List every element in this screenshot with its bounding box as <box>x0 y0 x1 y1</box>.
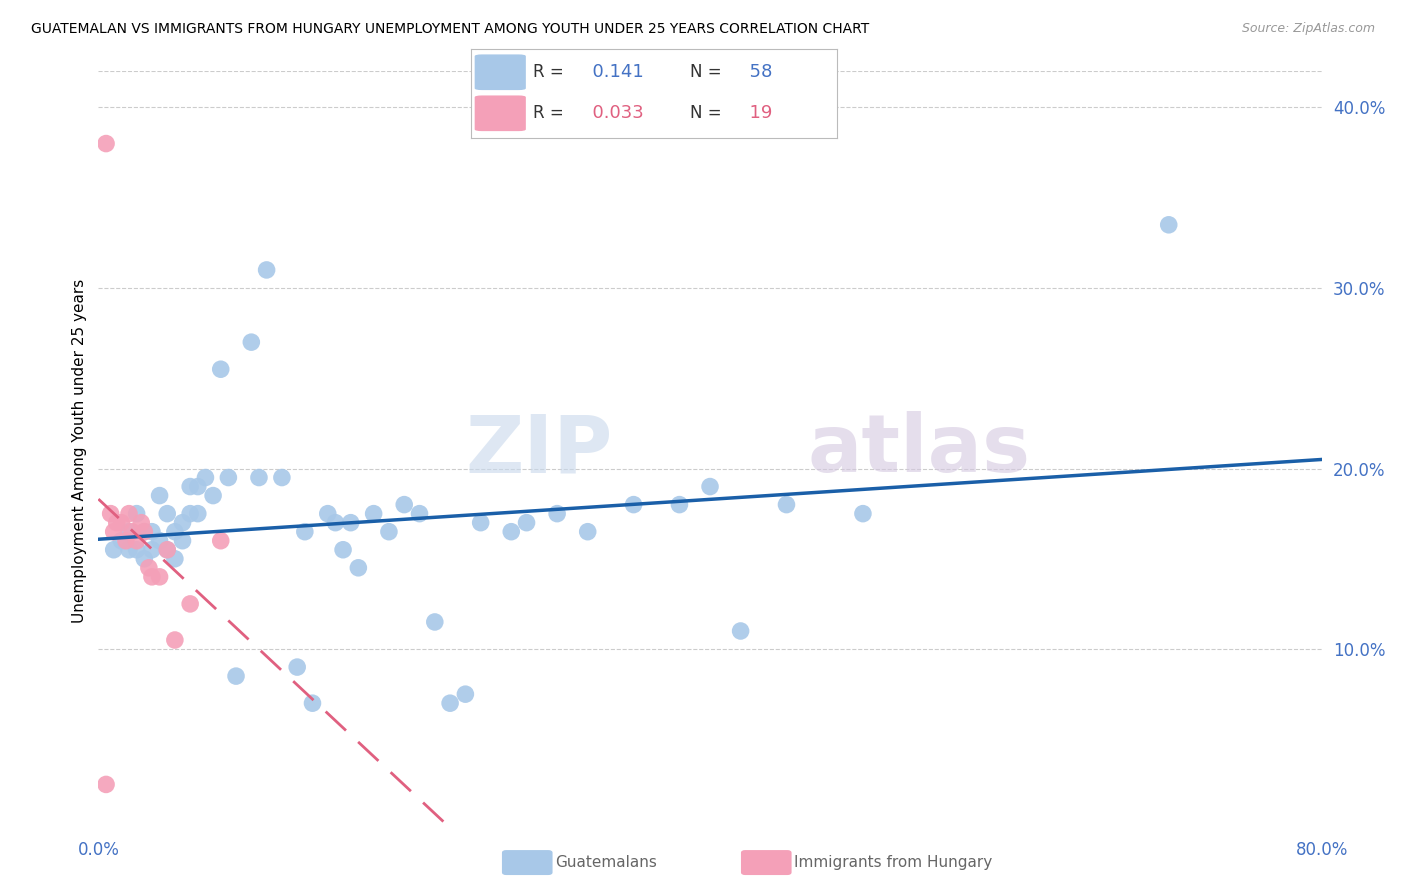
Point <box>730 624 752 638</box>
Point <box>408 507 430 521</box>
Point <box>138 561 160 575</box>
Point <box>110 533 132 548</box>
Point <box>316 507 339 521</box>
Point <box>115 533 138 548</box>
Text: Immigrants from Hungary: Immigrants from Hungary <box>794 855 993 870</box>
Point <box>454 687 477 701</box>
Point <box>179 479 201 493</box>
FancyBboxPatch shape <box>475 95 526 131</box>
Point <box>105 516 128 530</box>
Point <box>294 524 316 539</box>
Point <box>209 533 232 548</box>
Point <box>134 551 156 566</box>
Point <box>339 516 361 530</box>
Point <box>149 533 172 548</box>
Point <box>247 470 270 484</box>
Point <box>623 498 645 512</box>
Point <box>163 524 186 539</box>
Point <box>546 507 568 521</box>
Point <box>470 516 492 530</box>
Point <box>225 669 247 683</box>
Point <box>668 498 690 512</box>
Point <box>187 507 209 521</box>
Point <box>240 335 263 350</box>
Point <box>423 615 446 629</box>
Point <box>285 660 308 674</box>
Point <box>270 470 292 484</box>
Text: N =: N = <box>690 63 721 81</box>
Text: atlas: atlas <box>808 411 1031 490</box>
Text: 19: 19 <box>738 104 772 122</box>
Point <box>163 551 186 566</box>
Point <box>516 516 538 530</box>
Point <box>121 524 143 539</box>
Text: Guatemalans: Guatemalans <box>555 855 657 870</box>
Point <box>209 362 232 376</box>
Point <box>118 507 141 521</box>
Text: 58: 58 <box>738 63 772 81</box>
Text: GUATEMALAN VS IMMIGRANTS FROM HUNGARY UNEMPLOYMENT AMONG YOUTH UNDER 25 YEARS CO: GUATEMALAN VS IMMIGRANTS FROM HUNGARY UN… <box>31 22 869 37</box>
Point <box>194 470 217 484</box>
Point <box>149 570 172 584</box>
Point <box>439 696 461 710</box>
Point <box>378 524 401 539</box>
Point <box>256 263 278 277</box>
Point <box>363 507 385 521</box>
Point <box>163 633 186 648</box>
Point <box>699 479 721 493</box>
Point <box>125 542 148 557</box>
Point <box>134 524 156 539</box>
Point <box>149 489 172 503</box>
Point <box>125 507 148 521</box>
Point <box>94 777 117 791</box>
Point <box>187 479 209 493</box>
Point <box>141 570 163 584</box>
Point <box>156 542 179 557</box>
Point <box>141 524 163 539</box>
Point <box>125 533 148 548</box>
Point <box>110 516 132 530</box>
Text: N =: N = <box>690 104 721 122</box>
Point <box>156 542 179 557</box>
Point <box>347 561 370 575</box>
Point <box>103 524 125 539</box>
Point <box>852 507 875 521</box>
Point <box>179 597 201 611</box>
Point <box>202 489 225 503</box>
Point <box>179 507 201 521</box>
Point <box>129 516 152 530</box>
Point <box>392 498 416 512</box>
Y-axis label: Unemployment Among Youth under 25 years: Unemployment Among Youth under 25 years <box>72 278 87 623</box>
Text: 0.141: 0.141 <box>581 63 644 81</box>
Text: R =: R = <box>533 63 564 81</box>
Text: R =: R = <box>533 104 564 122</box>
Point <box>172 533 194 548</box>
Point <box>134 524 156 539</box>
Point <box>100 507 122 521</box>
Point <box>325 516 347 530</box>
Point <box>156 507 179 521</box>
Point <box>1157 218 1180 232</box>
Point <box>172 516 194 530</box>
Text: Source: ZipAtlas.com: Source: ZipAtlas.com <box>1241 22 1375 36</box>
Point <box>576 524 599 539</box>
Point <box>118 524 141 539</box>
Point <box>103 542 125 557</box>
Text: ZIP: ZIP <box>465 411 612 490</box>
Point <box>217 470 239 484</box>
Point <box>94 136 117 151</box>
Point <box>141 542 163 557</box>
Point <box>501 524 523 539</box>
Point <box>775 498 797 512</box>
FancyBboxPatch shape <box>475 54 526 90</box>
Point <box>118 542 141 557</box>
Point <box>301 696 323 710</box>
Point <box>332 542 354 557</box>
Text: 0.033: 0.033 <box>581 104 644 122</box>
